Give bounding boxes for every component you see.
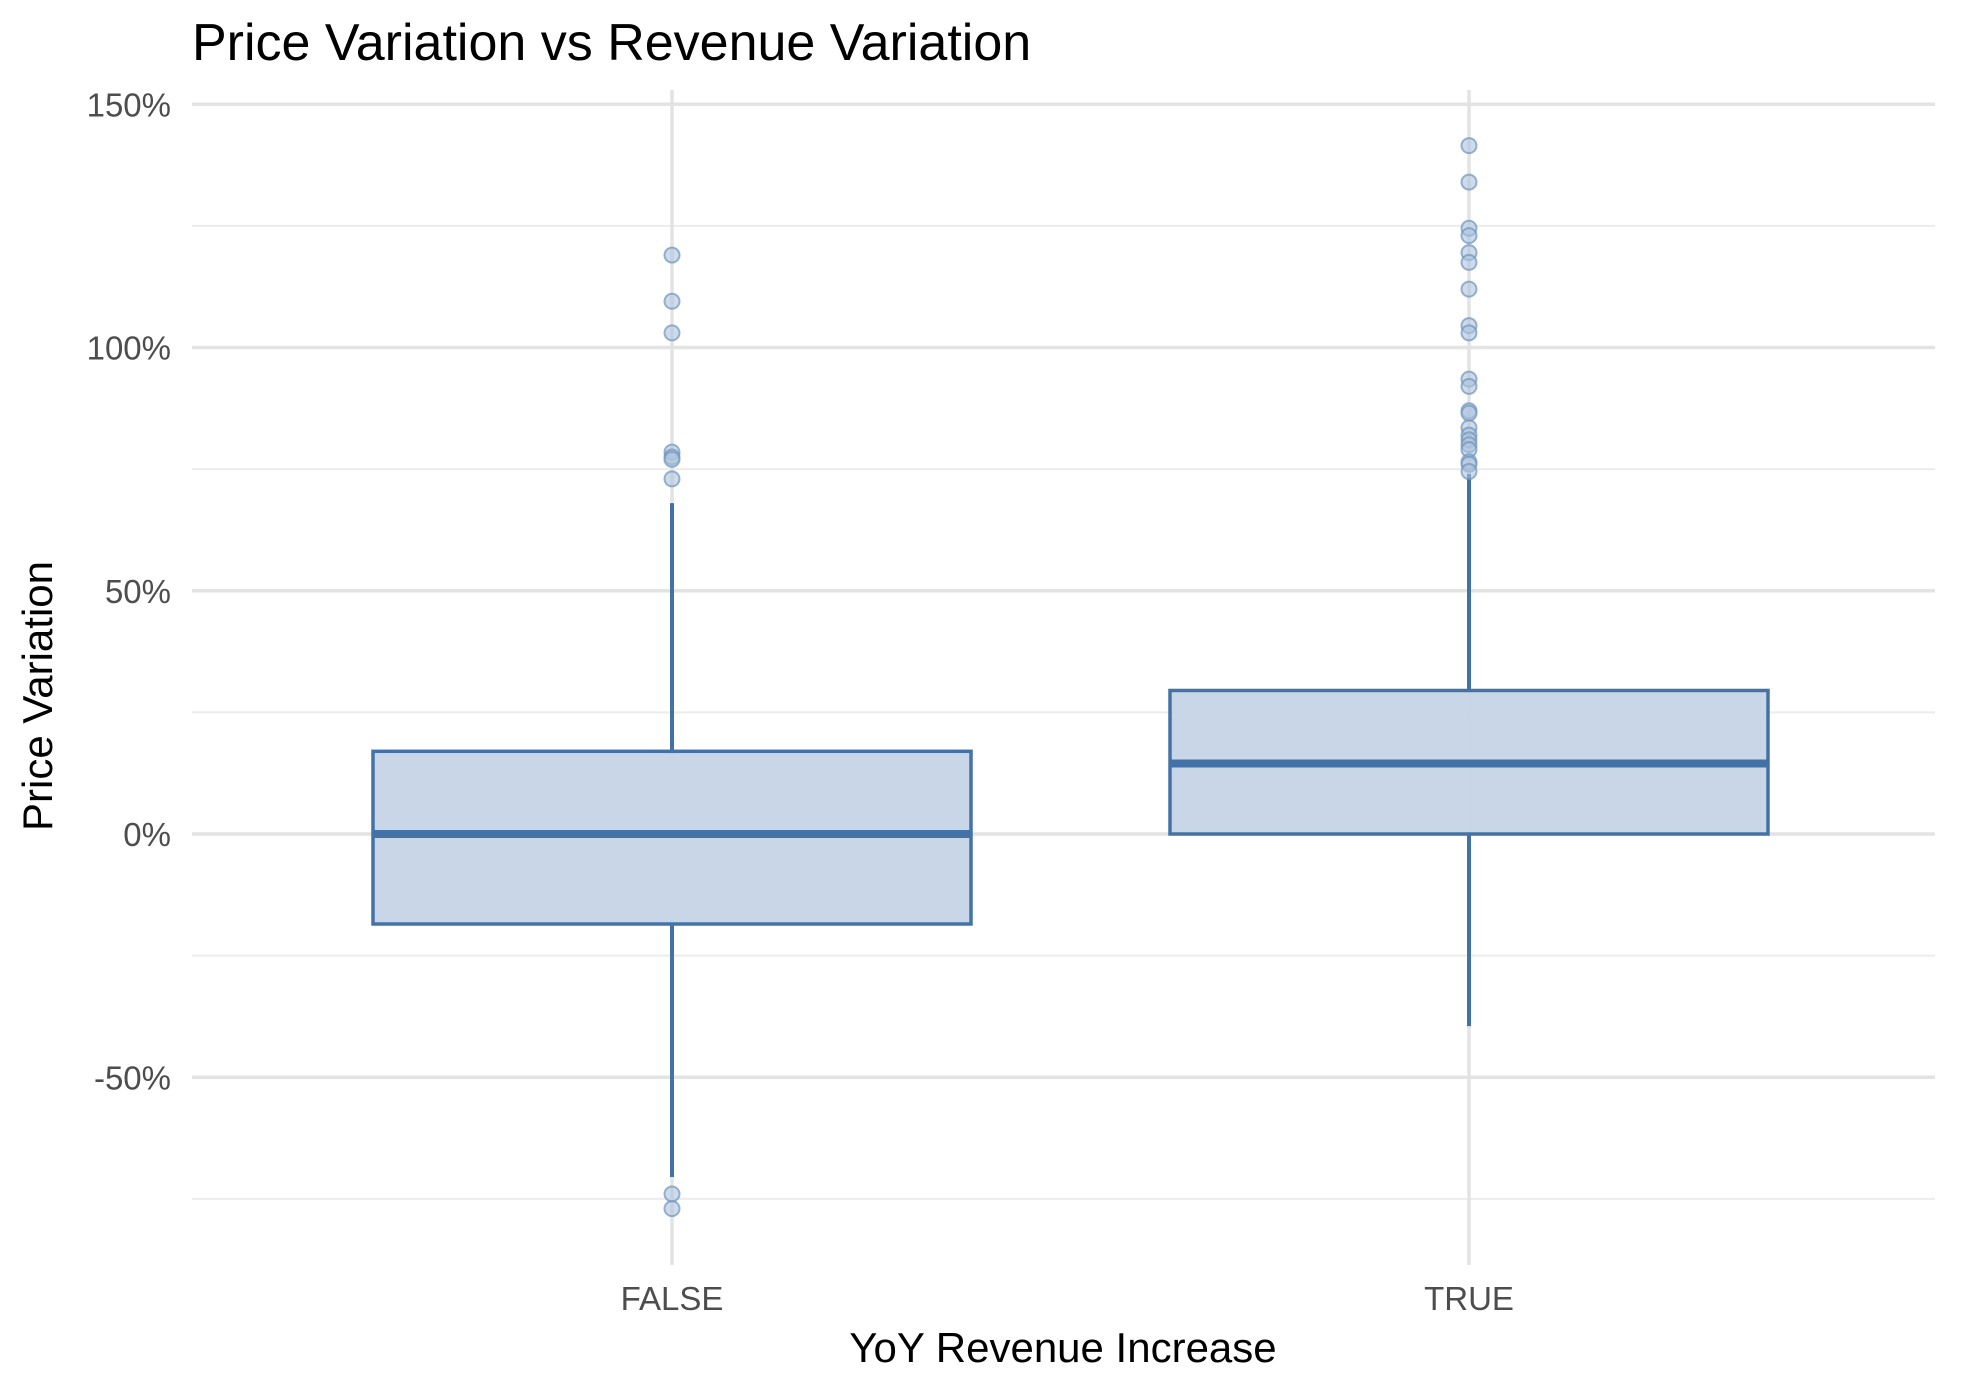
y-tick-label: -50% [94,1059,171,1096]
y-axis-title: Price Variation [14,561,61,831]
x-axis-ticks: FALSE TRUE [621,1280,1514,1317]
boxes [371,473,1770,1177]
outlier-point [663,450,681,468]
outlier-point [1460,253,1478,271]
box-false [371,503,973,1177]
y-tick-label: 50% [105,573,171,610]
outlier-point [1460,137,1478,155]
outlier-point [663,1200,681,1218]
outlier-point [663,292,681,310]
box-true [1168,473,1770,1027]
y-tick-label: 150% [87,86,171,123]
outlier-point [1460,324,1478,342]
outlier-point [663,246,681,264]
y-tick-label: 0% [123,816,171,853]
outlier-point [1460,404,1478,422]
outlier-point [1460,227,1478,245]
x-tick-label: TRUE [1424,1280,1514,1317]
chart-title: Price Variation vs Revenue Variation [192,14,1031,72]
outliers [663,137,1478,1218]
x-tick-label: FALSE [621,1280,724,1317]
y-axis-ticks: -50% 0% 50% 100% 150% [87,86,171,1096]
outlier-point [1460,463,1478,481]
x-axis-title: YoY Revenue Increase [849,1324,1276,1371]
outlier-point [663,470,681,488]
y-tick-label: 100% [87,330,171,367]
outlier-point [1460,280,1478,298]
outlier-point [663,1185,681,1203]
outlier-point [1460,377,1478,395]
outlier-point [1460,173,1478,191]
outlier-point [663,324,681,342]
